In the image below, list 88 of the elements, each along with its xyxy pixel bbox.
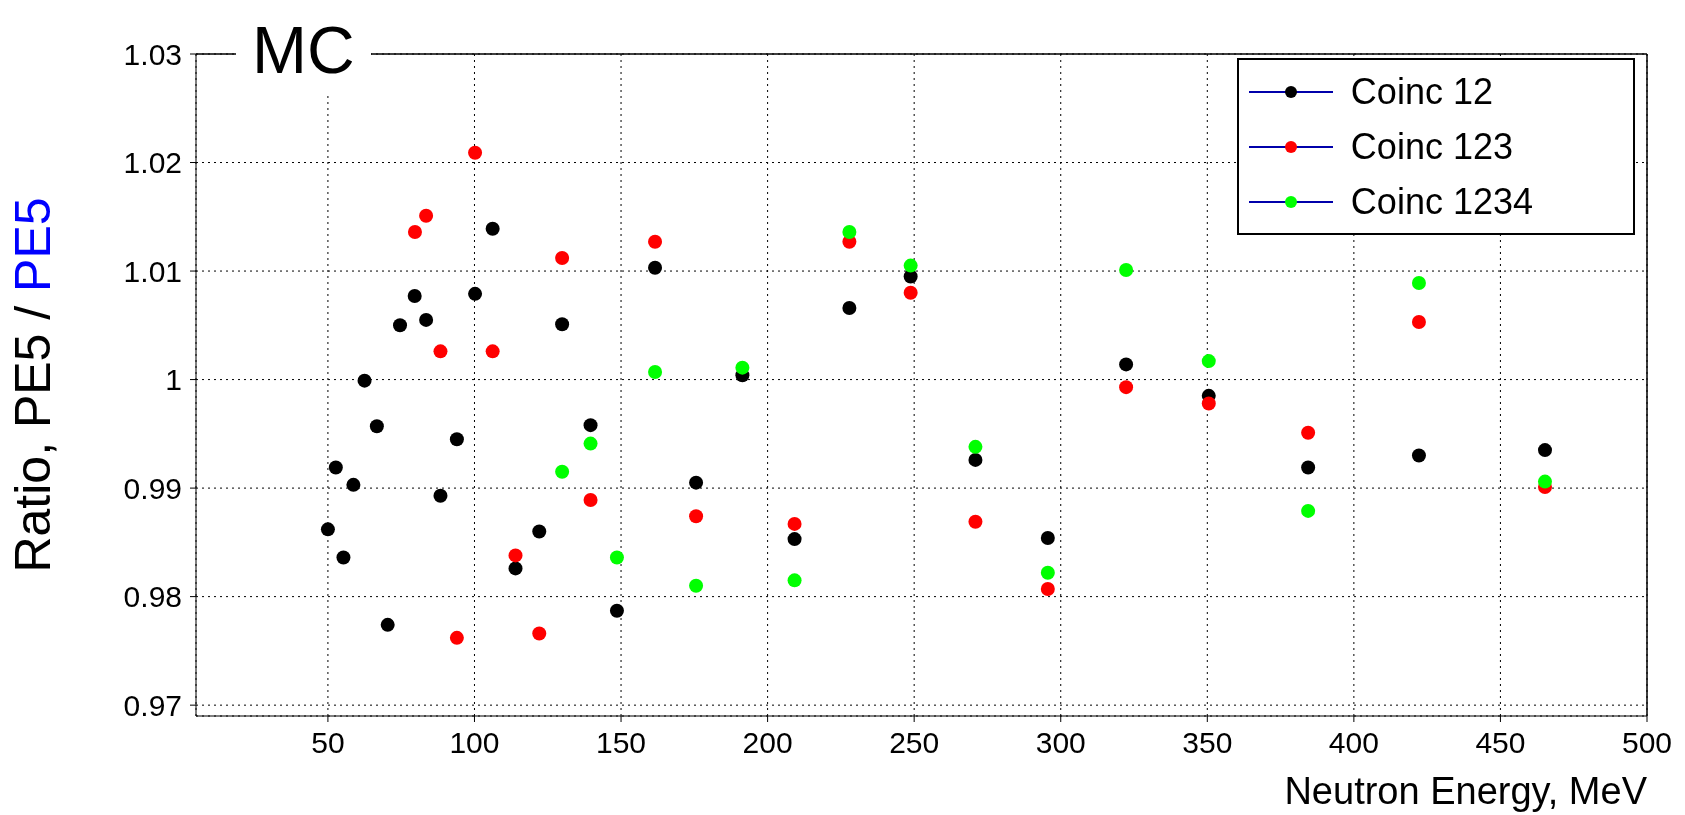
point [357, 373, 372, 388]
point [1119, 380, 1134, 395]
point [903, 285, 918, 300]
legend-label: Coinc 123 [1350, 125, 1513, 168]
point [842, 300, 857, 315]
point [485, 344, 500, 359]
point [787, 516, 802, 531]
legend-label: Coinc 12 [1350, 70, 1493, 113]
y-tick-label: 0.98 [123, 580, 182, 614]
point [689, 578, 704, 593]
point [1040, 582, 1055, 597]
point [555, 251, 570, 266]
point [532, 524, 547, 539]
point [583, 418, 598, 433]
point [968, 514, 983, 529]
point [1537, 443, 1552, 458]
point [1201, 354, 1216, 369]
point [1201, 396, 1216, 411]
point [1119, 357, 1134, 372]
point [380, 617, 395, 632]
point [555, 464, 570, 479]
point [648, 364, 663, 379]
x-tick-label: 150 [596, 726, 647, 760]
point [369, 419, 384, 434]
point [689, 475, 704, 490]
point [393, 318, 408, 333]
point [468, 145, 483, 160]
x-tick-label: 300 [1035, 726, 1086, 760]
point [1411, 448, 1426, 463]
point [508, 548, 523, 563]
y-tick-label: 0.99 [123, 471, 182, 505]
point [903, 258, 918, 273]
point [468, 286, 483, 301]
point [1119, 262, 1134, 277]
point [449, 630, 464, 645]
point [609, 550, 624, 565]
point [735, 360, 750, 375]
point [320, 522, 335, 537]
point [1040, 565, 1055, 580]
x-tick-label: 200 [742, 726, 793, 760]
point [532, 626, 547, 641]
y-tick-label: 1.02 [123, 146, 182, 180]
y-tick-label: 1.01 [123, 254, 182, 288]
point [433, 488, 448, 503]
point [968, 439, 983, 454]
point [1301, 425, 1316, 440]
point [555, 317, 570, 332]
point [787, 532, 802, 547]
point [1301, 460, 1316, 475]
point [1411, 315, 1426, 330]
point [1040, 531, 1055, 546]
point [508, 561, 523, 576]
point [419, 208, 434, 223]
x-tick-label: 450 [1475, 726, 1526, 760]
point [433, 344, 448, 359]
x-tick-label: 500 [1621, 726, 1673, 760]
chart-title: MC [236, 8, 371, 92]
point [609, 603, 624, 618]
point [1301, 503, 1316, 518]
x-tick-label: 400 [1328, 726, 1379, 760]
point [419, 312, 434, 327]
y-tick-label: 0.97 [123, 688, 182, 722]
point [968, 452, 983, 467]
point [407, 289, 422, 304]
legend-label: Coinc 1234 [1350, 180, 1533, 223]
x-tick-label: 50 [311, 726, 345, 760]
y-tick-label: 1.03 [123, 37, 182, 71]
point [648, 260, 663, 275]
y-axis-title: Ratio, PE5 / PE5 [5, 197, 61, 573]
point [689, 509, 704, 524]
point [449, 432, 464, 447]
point [583, 493, 598, 508]
point [583, 436, 598, 451]
point [1411, 275, 1426, 290]
point [328, 460, 343, 475]
point [346, 477, 361, 492]
point [842, 224, 857, 239]
point [407, 224, 422, 239]
point [787, 573, 802, 588]
point [336, 550, 351, 565]
x-tick-label: 350 [1182, 726, 1233, 760]
y-tick-label: 1 [165, 363, 182, 397]
x-tick-label: 100 [449, 726, 500, 760]
x-axis-title: Neutron Energy, MeV [1284, 770, 1648, 812]
point [648, 234, 663, 249]
point [1537, 474, 1552, 489]
point [485, 221, 500, 236]
x-tick-label: 250 [889, 726, 940, 760]
